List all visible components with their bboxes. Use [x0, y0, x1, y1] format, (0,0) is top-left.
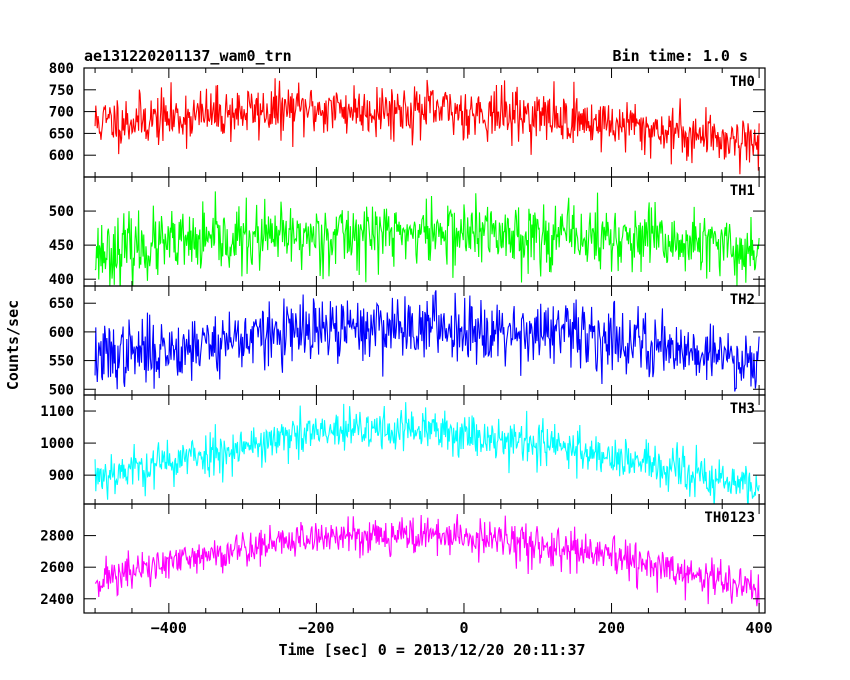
x-tick-label: −200 — [298, 619, 334, 637]
panel-label-th1: TH1 — [730, 183, 755, 199]
x-tick-label: 0 — [459, 619, 468, 637]
y-tick-label: 650 — [49, 296, 74, 312]
y-tick-label: 600 — [49, 148, 74, 164]
y-tick-label: 2600 — [40, 560, 74, 576]
y-tick-label: 900 — [49, 468, 74, 484]
y-tick-label: 1000 — [40, 436, 74, 452]
x-axis-label: Time [sec] 0 = 2013/12/20 20:11:37 — [278, 641, 585, 659]
panel-label-th0123: TH0123 — [704, 510, 755, 526]
series-line-th0123 — [94, 514, 760, 607]
y-tick-label: 550 — [49, 354, 74, 370]
axis-ticks — [84, 67, 765, 613]
y-tick-label: 2800 — [40, 529, 74, 545]
y-tick-label: 450 — [49, 238, 74, 254]
panel-frame-th0123 — [83, 503, 766, 614]
y-tick-label: 1100 — [40, 404, 74, 420]
series-traces — [94, 78, 760, 607]
series-line-th0 — [94, 78, 760, 175]
series-line-th3 — [94, 402, 760, 504]
chart-title: ae131220201137_wam0_trn — [84, 47, 292, 65]
y-tick-label: 500 — [49, 382, 74, 398]
y-tick-label: 2400 — [40, 592, 74, 608]
x-tick-label: 200 — [598, 619, 625, 637]
y-tick-label: 600 — [49, 325, 74, 341]
y-tick-label: 500 — [49, 204, 74, 220]
y-tick-label: 800 — [49, 61, 74, 77]
bin-time-label: Bin time: 1.0 s — [613, 47, 748, 65]
panel-frames — [83, 67, 766, 614]
y-axis-label: Counts/sec — [4, 300, 22, 390]
y-tick-label: 700 — [49, 105, 74, 121]
y-tick-label: 750 — [49, 83, 74, 99]
x-tick-label: −400 — [151, 619, 187, 637]
panel-label-th0: TH0 — [730, 74, 755, 90]
axis-tick-labels: TH0 600 650 700 750 800 TH1 400 450 500 TH2 500 550 6… — [40, 61, 772, 637]
y-tick-label: 650 — [49, 126, 74, 142]
panel-label-th2: TH2 — [730, 292, 755, 308]
x-tick-label: 400 — [746, 619, 773, 637]
panel-label-th3: TH3 — [730, 401, 755, 417]
y-tick-label: 400 — [49, 272, 74, 288]
series-line-th2 — [94, 290, 760, 392]
series-line-th1 — [94, 191, 760, 286]
